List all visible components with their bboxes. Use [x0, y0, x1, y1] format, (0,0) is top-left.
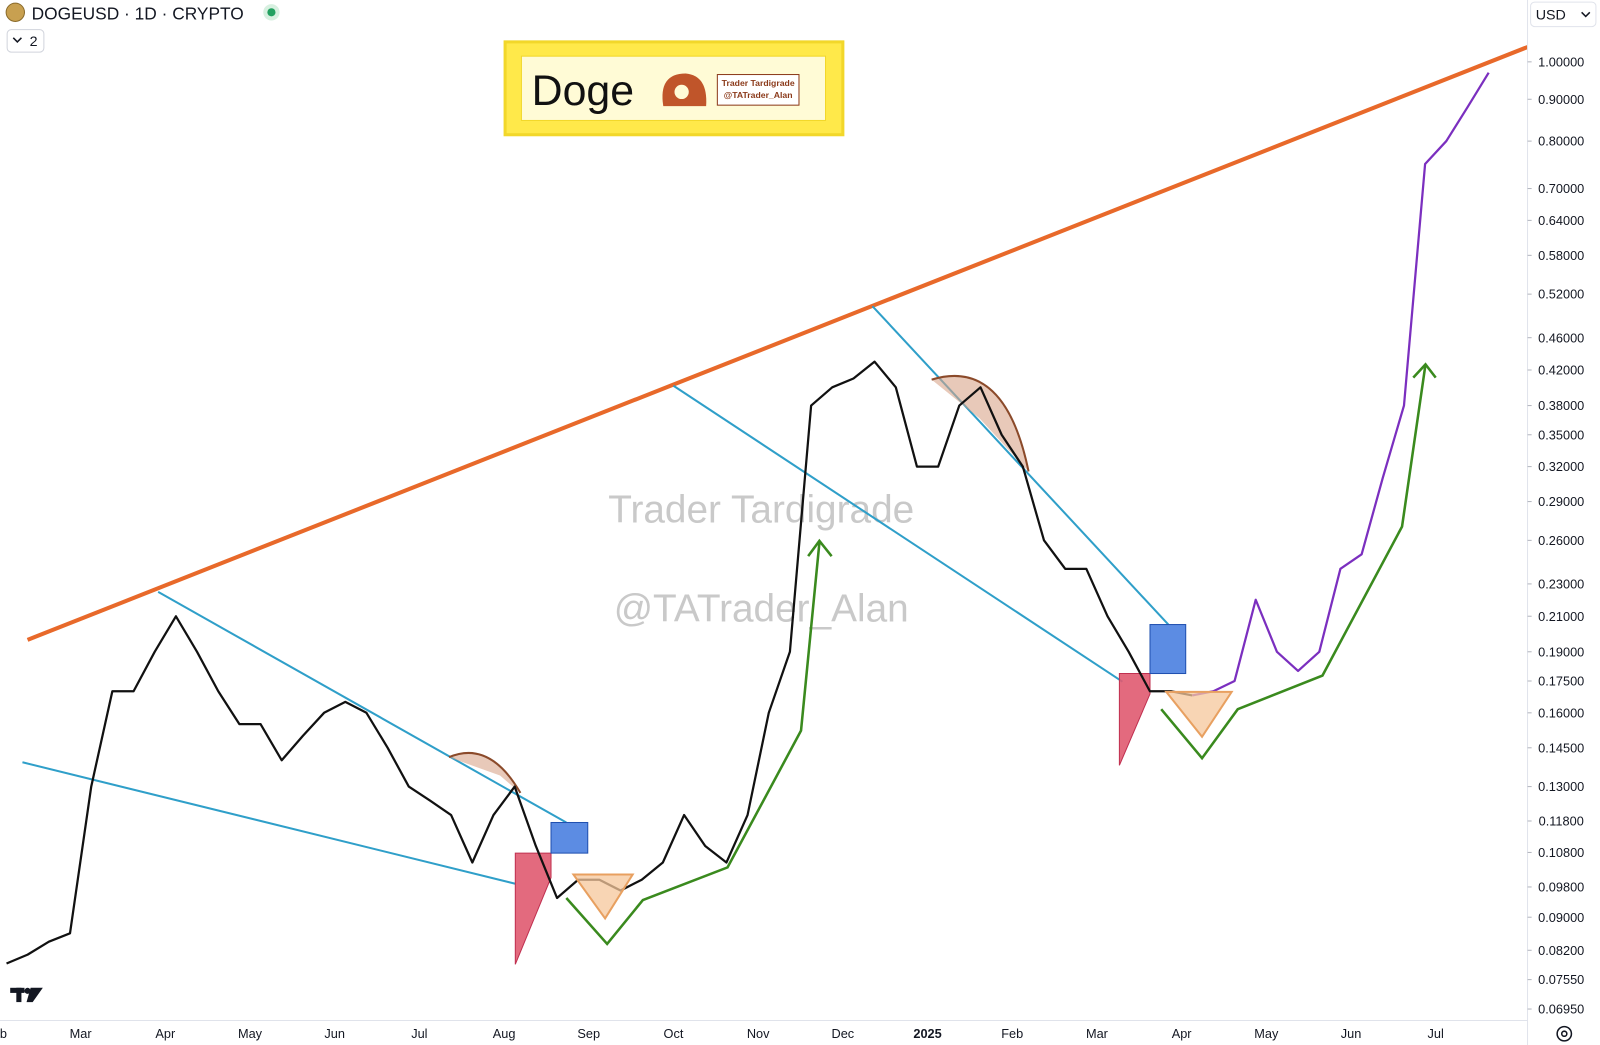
y-tick-label: 0.17500 [1538, 674, 1584, 689]
y-tick-label: 0.19000 [1538, 644, 1584, 659]
settings-button[interactable] [1556, 1025, 1573, 1042]
currency: USD [1536, 7, 1566, 23]
y-tick-label: 0.23000 [1538, 577, 1584, 592]
logo-line: @TATrader_Alan [724, 90, 793, 100]
x-tick-label: Nov [747, 1026, 770, 1041]
triangles [571, 690, 1234, 921]
y-tick-label: 0.38000 [1538, 398, 1584, 413]
y-tick-label: 0.26000 [1538, 533, 1584, 548]
logo-line: Trader Tardigrade [722, 78, 795, 88]
x-tick-label: 2025 [913, 1026, 941, 1041]
x-tick-label: Oct [664, 1026, 684, 1041]
x-tick-label: Feb [0, 1026, 7, 1041]
y-tick-label: 0.07550 [1538, 972, 1584, 987]
y-tick-label: 0.80000 [1538, 134, 1584, 149]
y-tick-label: 0.29000 [1538, 494, 1584, 509]
watermark: @TATrader_Alan [614, 587, 909, 630]
red-zones [514, 673, 1151, 965]
y-tick-label: 0.46000 [1538, 330, 1584, 345]
arc-marks [448, 374, 1030, 794]
tv-logo [10, 987, 43, 1003]
x-tick-label: Apr [155, 1026, 176, 1041]
y-tick-label: 0.42000 [1538, 363, 1584, 378]
y-tick-label: 0.21000 [1538, 609, 1584, 624]
y-tick-label: 0.52000 [1538, 287, 1584, 302]
logo-title: Doge [532, 67, 634, 115]
x-tick-label: Jul [1428, 1026, 1444, 1041]
plot-area: Trader Tardigrade @TATrader_Alan Doge [6, 40, 1528, 965]
y-tick-label: 0.06950 [1538, 1002, 1584, 1017]
x-tick-label: Sep [577, 1026, 600, 1041]
x-axis: Feb Mar Apr May Jun Jul Aug Sep Oct Nov Dec 2025 Feb… [0, 1026, 1444, 1041]
y-tick-label: 0.09800 [1538, 880, 1584, 895]
x-tick-label: Feb [1001, 1026, 1023, 1041]
x-tick-label: Jun [1341, 1026, 1362, 1041]
y-tick-label: 0.16000 [1538, 705, 1584, 720]
channel-lines [22, 305, 1170, 885]
y-axis: 1.00000 0.90000 0.80000 0.70000 0.64000 0.580… [1527, 54, 1584, 1017]
x-tick-label: Mar [1086, 1026, 1109, 1041]
x-tick-label: Mar [70, 1026, 93, 1041]
y-tick-label: 1.00000 [1538, 54, 1584, 69]
x-tick-label: Dec [832, 1026, 855, 1041]
price-line [1192, 72, 1490, 697]
y-tick-label: 0.08200 [1538, 943, 1584, 958]
y-tick-label: 0.90000 [1538, 92, 1584, 107]
y-tick-label: 0.70000 [1538, 181, 1584, 196]
x-tick-label: May [1254, 1026, 1279, 1041]
price-line [6, 360, 1193, 965]
symbol-title: DOGEUSD · 1D · CRYPTO [32, 3, 244, 23]
watermark: Trader Tardigrade [608, 489, 914, 532]
projection-arrows [565, 362, 1437, 946]
y-tick-label: 0.13000 [1538, 779, 1584, 794]
trend-line [26, 45, 1528, 642]
y-tick-label: 0.11800 [1539, 814, 1584, 829]
y-tick-label: 0.09000 [1538, 910, 1584, 925]
y-tick-label: 0.32000 [1538, 459, 1584, 474]
x-tick-label: Apr [1172, 1026, 1193, 1041]
header: DOGEUSD · 1D · CRYPTO 2 USD [5, 1, 1597, 53]
y-tick-label: 0.64000 [1538, 213, 1584, 228]
x-tick-label: Aug [493, 1026, 516, 1041]
currency-button[interactable] [1530, 1, 1597, 28]
pane-toggle[interactable] [6, 29, 45, 53]
logo-box: Doge Trader Tardigrade @TATrader_Alan [503, 40, 845, 137]
y-tick-label: 0.58000 [1538, 248, 1584, 263]
pane-count: 2 [30, 34, 38, 50]
y-tick-label: 0.10800 [1538, 845, 1584, 860]
x-tick-label: Jun [324, 1026, 345, 1041]
x-tick-label: May [238, 1026, 263, 1041]
y-tick-label: 0.14500 [1538, 740, 1584, 755]
y-tick-label: 0.35000 [1538, 427, 1584, 442]
blue-zones [550, 624, 1187, 854]
x-tick-label: Jul [411, 1026, 427, 1041]
